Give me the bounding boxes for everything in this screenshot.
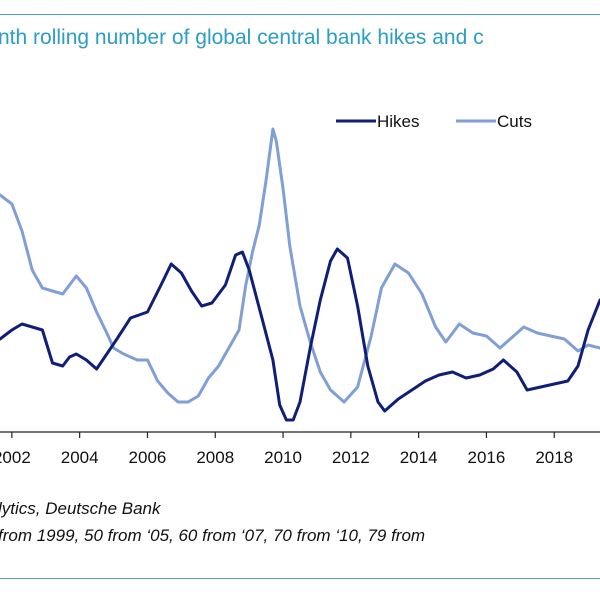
chart-title: nth rolling number of global central ban… (0, 26, 484, 49)
series-line-cuts (0, 127, 600, 404)
bottom-rule (0, 578, 600, 579)
legend-label-cuts: Cuts (497, 112, 532, 131)
x-tick-label: 2008 (196, 448, 234, 467)
legend: Hikes Cuts (336, 112, 532, 131)
x-tick-label: 2016 (468, 448, 506, 467)
x-tick-label: 2014 (400, 448, 438, 467)
x-tick-label: 2018 (535, 448, 573, 467)
x-tick-label: 2006 (129, 448, 167, 467)
series-line-hikes (0, 247, 600, 422)
x-tick-label: 2004 (61, 448, 99, 467)
footnote-text: from 1999, 50 from ‘05, 60 from ‘07, 70 … (0, 526, 426, 545)
top-rule (0, 14, 600, 15)
legend-label-hikes: Hikes (377, 112, 420, 131)
x-tick-label: 2010 (264, 448, 302, 467)
plot-area (0, 127, 600, 422)
x-tick-label: 2012 (332, 448, 370, 467)
source-text: lytics, Deutsche Bank (0, 499, 161, 518)
x-axis: 2002 2004 2006 2008 2010 2012 2014 2016 2018 (0, 431, 600, 467)
x-tick-label: 2002 (0, 448, 31, 467)
